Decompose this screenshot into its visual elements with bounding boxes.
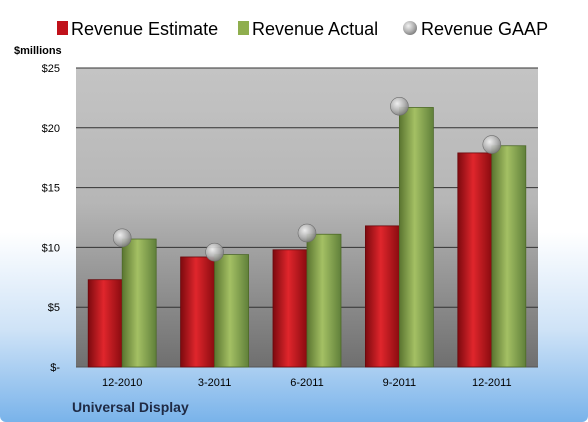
marker-revenue-gaap bbox=[482, 135, 502, 154]
y-unit-label: $millions bbox=[14, 45, 62, 57]
x-tick-label: 6-2011 bbox=[290, 377, 323, 389]
x-tick-label: 12-2011 bbox=[472, 377, 512, 389]
bar-revenue-actual bbox=[491, 145, 527, 368]
marker-revenue-gaap bbox=[205, 242, 224, 262]
bars bbox=[87, 107, 527, 368]
bar-revenue-estimate bbox=[87, 279, 123, 368]
y-tick-label: $20 bbox=[42, 123, 60, 135]
y-tick-label: $5 bbox=[48, 302, 60, 314]
bar-revenue-actual bbox=[398, 107, 434, 368]
bar-revenue-actual bbox=[121, 238, 157, 368]
y-tick-label: $25 bbox=[42, 63, 60, 75]
legend-swatch-gaap bbox=[403, 21, 417, 35]
marker-revenue-gaap bbox=[297, 223, 317, 243]
marker-revenue-gaap bbox=[112, 228, 132, 248]
bar-revenue-estimate bbox=[180, 256, 216, 368]
legend-label-gaap: Revenue GAAP bbox=[421, 19, 548, 39]
x-tick-label: 9-2011 bbox=[383, 377, 416, 389]
legend-swatch-actual bbox=[238, 21, 249, 35]
bar-revenue-estimate bbox=[457, 152, 493, 368]
bar-revenue-actual bbox=[214, 254, 250, 368]
legend: Revenue Estimate Revenue Actual Revenue … bbox=[57, 19, 548, 39]
y-axis: $- $5 $10 $15 $20 $25 bbox=[42, 63, 61, 374]
bar-revenue-estimate bbox=[364, 225, 400, 368]
y-tick-label: $15 bbox=[42, 183, 60, 195]
legend-label-estimate: Revenue Estimate bbox=[71, 19, 218, 39]
y-tick-label: $- bbox=[50, 362, 60, 374]
x-axis: 12-2010 3-2011 6-2011 9-2011 12-2011 bbox=[102, 377, 512, 389]
marker-revenue-gaap bbox=[390, 96, 409, 116]
x-tick-label: 12-2010 bbox=[102, 377, 142, 389]
legend-swatch-estimate bbox=[57, 21, 68, 35]
y-tick-label: $10 bbox=[42, 242, 60, 254]
legend-label-actual: Revenue Actual bbox=[252, 19, 378, 39]
x-tick-label: 3-2011 bbox=[198, 377, 231, 389]
gaap-markers bbox=[112, 96, 502, 262]
company-label: Universal Display bbox=[72, 399, 189, 415]
bar-revenue-estimate bbox=[272, 249, 308, 368]
bar-revenue-actual bbox=[306, 233, 342, 368]
